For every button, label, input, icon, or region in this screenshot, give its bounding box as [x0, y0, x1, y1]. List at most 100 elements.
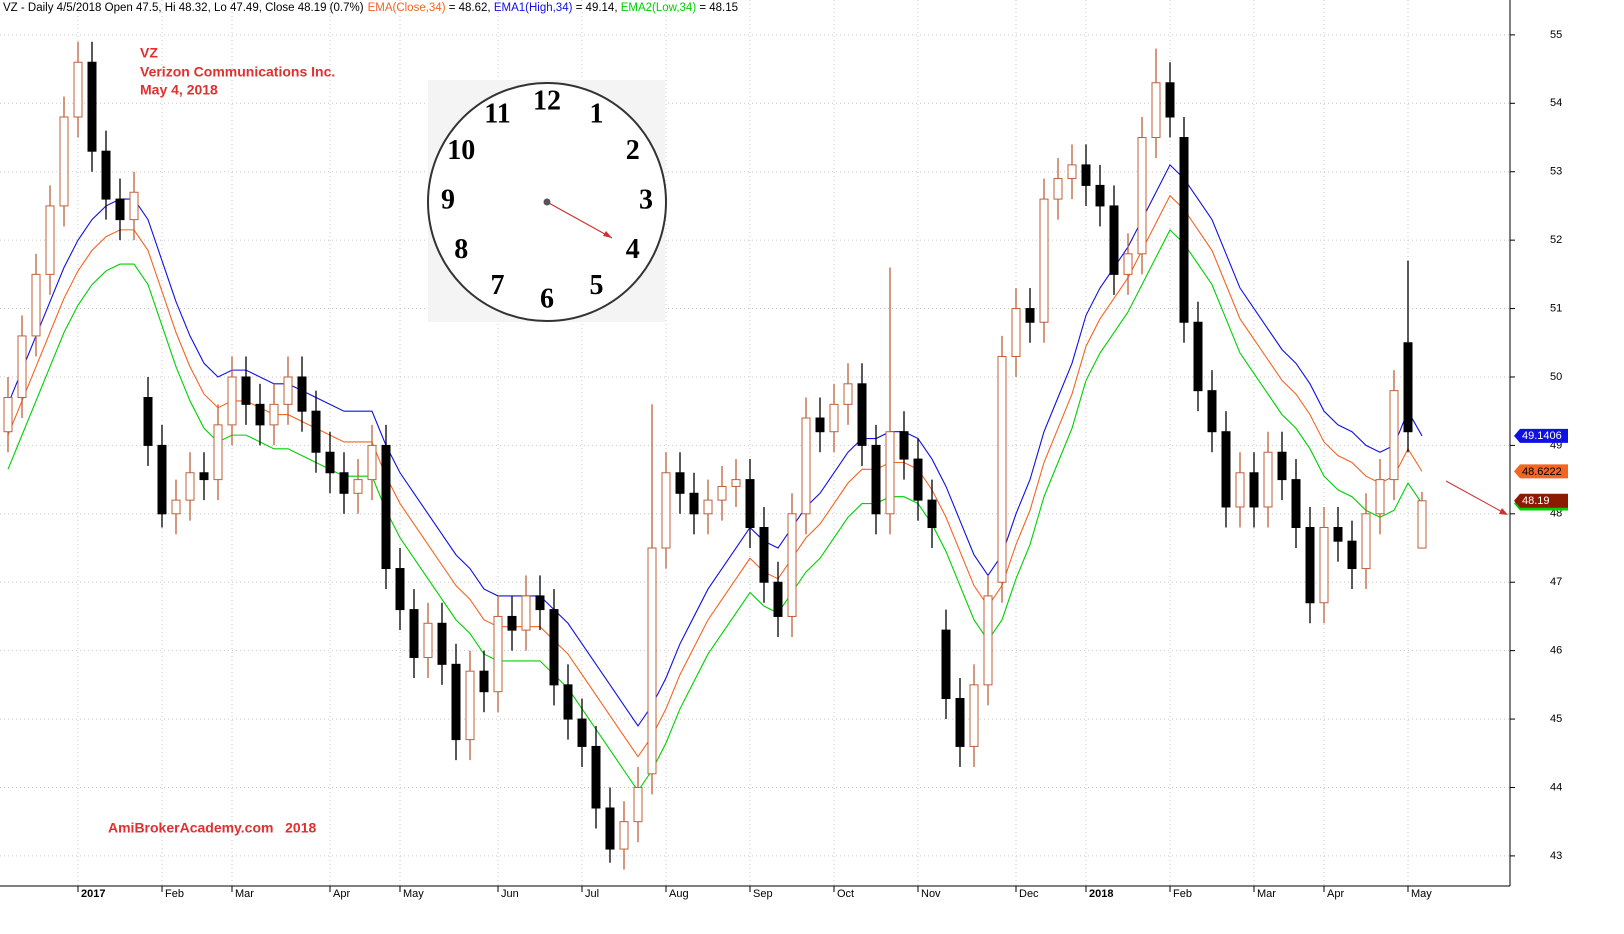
- x-tick-label: Feb: [1173, 888, 1192, 900]
- watermark: AmiBrokerAcademy.com 2018: [108, 820, 316, 836]
- candle-body: [367, 444, 377, 481]
- candle-body: [997, 355, 1007, 583]
- x-tick-label: May: [403, 888, 424, 900]
- candle-body: [983, 595, 993, 686]
- candle-body: [297, 376, 307, 412]
- candle-body: [143, 397, 153, 446]
- candle-body: [1011, 308, 1021, 357]
- candle-body: [969, 684, 979, 747]
- x-tick-label: Aug: [669, 888, 689, 900]
- candle-body: [381, 444, 391, 570]
- candle-body: [3, 397, 13, 433]
- candle-body: [241, 376, 251, 405]
- y-tick-label: 47: [1550, 576, 1562, 588]
- annotation: VZ: [140, 45, 158, 61]
- candle-body: [353, 479, 363, 494]
- header-value: = 48.62,: [446, 2, 494, 14]
- annotation: Verizon Communications Inc.: [140, 64, 335, 80]
- candle-body: [17, 335, 27, 399]
- candle-body: [563, 684, 573, 720]
- candle-body: [1067, 164, 1077, 180]
- candle-body: [521, 595, 531, 631]
- clock-center: [543, 198, 551, 206]
- candle-body: [1347, 540, 1357, 570]
- candle-body: [1389, 390, 1399, 481]
- candle-body: [339, 472, 349, 494]
- y-tick-label: 53: [1550, 166, 1562, 178]
- candle-body: [1249, 472, 1259, 508]
- clock-number: 10: [447, 135, 475, 166]
- candle-body: [591, 745, 601, 809]
- last-value-label-box: [1514, 428, 1568, 443]
- y-tick-label: 55: [1550, 29, 1562, 41]
- y-tick-label: 43: [1550, 850, 1562, 862]
- clock-number: 4: [626, 234, 640, 265]
- candle-body: [31, 273, 41, 337]
- arrow: [1445, 480, 1507, 515]
- x-tick-label: Mar: [1257, 888, 1276, 900]
- candle-body: [1095, 184, 1105, 207]
- candle-body: [1025, 308, 1035, 323]
- x-tick-label: Jul: [585, 888, 599, 900]
- candle-body: [1333, 526, 1343, 542]
- x-tick-label: Sep: [753, 888, 773, 900]
- candle-body: [801, 417, 811, 515]
- candle-body: [1039, 198, 1049, 323]
- candle-body: [1179, 137, 1189, 323]
- candle-body: [59, 116, 69, 207]
- candle-body: [759, 526, 769, 583]
- candle-body: [703, 499, 713, 515]
- candle-body: [815, 417, 825, 433]
- candle-body: [1151, 82, 1161, 139]
- candle-body: [647, 547, 657, 775]
- candle-body: [451, 663, 461, 741]
- candle-body: [129, 191, 139, 221]
- clock-number: 11: [484, 99, 510, 130]
- candle-body: [675, 472, 685, 494]
- candle-body: [409, 609, 419, 658]
- header-value: = 48.15: [696, 2, 738, 14]
- arrow-head: [1499, 508, 1508, 515]
- candle-body: [689, 492, 699, 515]
- x-tick-label: May: [1411, 888, 1432, 900]
- candle-body: [535, 595, 545, 611]
- candle-body: [465, 670, 475, 741]
- y-tick-label: 51: [1550, 302, 1562, 314]
- candle-body: [1137, 137, 1147, 255]
- x-tick-label: Apr: [1327, 888, 1344, 900]
- candle-body: [395, 568, 405, 611]
- candle-body: [1277, 451, 1287, 481]
- x-tick-label: Feb: [165, 888, 184, 900]
- candle-body: [115, 198, 125, 221]
- annotation: May 4, 2018: [140, 82, 218, 98]
- candle-body: [213, 424, 223, 481]
- plot: [3, 41, 1427, 870]
- candle-body: [1375, 479, 1385, 515]
- candle-body: [507, 615, 517, 631]
- candle-body: [1165, 82, 1175, 118]
- candle-body: [927, 499, 937, 528]
- candle-body: [73, 61, 83, 118]
- header-series: EMA1(High,34): [494, 2, 573, 14]
- last-close-label: 48.19: [1522, 495, 1550, 507]
- last-value-label: 48.6222: [1522, 466, 1562, 478]
- candle-body: [199, 472, 209, 481]
- clock-number: 12: [533, 85, 561, 116]
- candle-body: [717, 485, 727, 501]
- candle-body: [549, 609, 559, 686]
- candle-body: [283, 376, 293, 405]
- clock-number: 6: [540, 283, 554, 314]
- y-tick-label: 44: [1550, 781, 1562, 793]
- candle-body: [955, 698, 965, 747]
- clock-numbers: 12 12 3 45 6 78 9 10 11: [441, 85, 653, 314]
- clock-number: 5: [590, 270, 604, 301]
- candle-body: [577, 718, 587, 747]
- candle-body: [633, 786, 643, 823]
- x-tick-label: Nov: [921, 888, 941, 900]
- last-value-label-box: [1514, 464, 1568, 479]
- candle-body: [1263, 451, 1273, 508]
- candle-body: [1207, 390, 1217, 433]
- x-tick-label: Jun: [501, 888, 519, 900]
